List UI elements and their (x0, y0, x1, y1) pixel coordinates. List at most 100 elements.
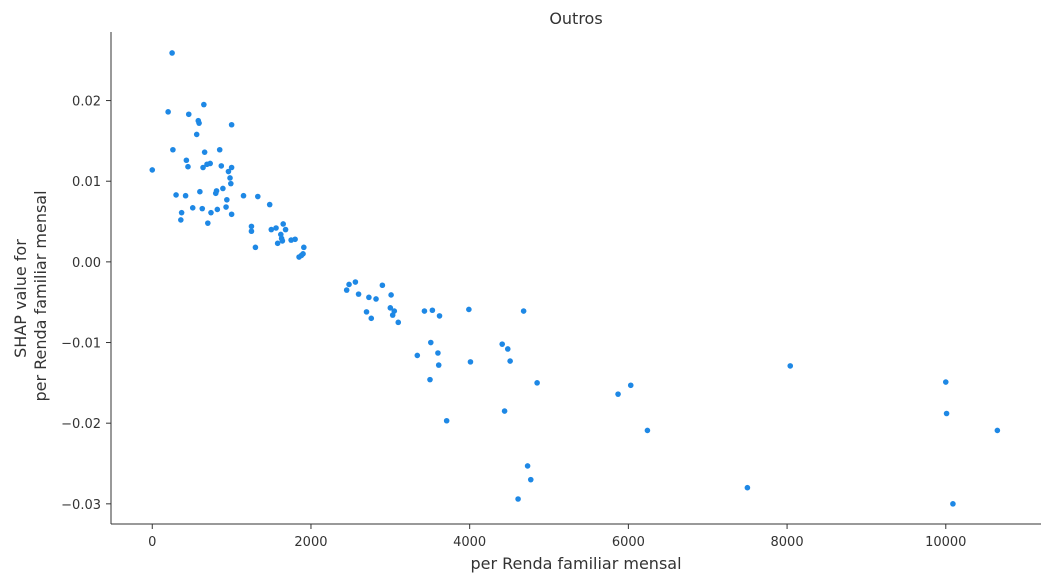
y-tick-label: 0.01 (72, 175, 101, 190)
data-point (282, 226, 289, 233)
data-point (427, 376, 433, 383)
data-point (178, 217, 184, 223)
x-tick-label: 6000 (612, 535, 645, 550)
data-point (266, 201, 273, 208)
data-point (170, 146, 176, 153)
x-tick-label: 4000 (453, 535, 486, 550)
data-point (504, 346, 511, 352)
data-point (197, 188, 203, 195)
data-point (421, 308, 428, 314)
y-axis-title-line-1: SHAP value for (11, 239, 30, 358)
x-tick-label: 8000 (771, 535, 804, 550)
y-axis-title-line-2: per Renda familiar mensal (31, 190, 50, 401)
data-point (520, 308, 527, 314)
data-point (501, 408, 508, 414)
data-point (615, 391, 621, 397)
data-point (183, 157, 190, 164)
data-point (193, 131, 200, 138)
y-tick-label: −0.02 (61, 417, 101, 432)
data-point (280, 221, 286, 227)
x-tick-label: 2000 (294, 535, 327, 550)
data-point (466, 306, 472, 313)
data-point (527, 476, 534, 483)
data-point (644, 427, 651, 434)
data-point (300, 251, 306, 257)
data-point (279, 238, 286, 244)
data-point (173, 192, 179, 198)
data-point (467, 359, 474, 365)
y-tick-label: −0.03 (61, 498, 101, 513)
data-point (228, 211, 235, 218)
data-point (196, 120, 202, 126)
data-point (274, 240, 281, 247)
data-point (149, 167, 156, 173)
data-point (223, 204, 229, 210)
data-point (436, 313, 443, 319)
data-point (273, 225, 279, 231)
data-point (515, 496, 521, 502)
data-point (199, 205, 206, 212)
data-point (227, 175, 233, 181)
data-point (201, 149, 208, 155)
data-point (178, 209, 185, 216)
data-point (429, 307, 436, 314)
data-point (942, 379, 949, 385)
data-point (435, 362, 442, 368)
points-layer (149, 50, 1001, 507)
data-point (169, 50, 175, 56)
y-tick-label: −0.01 (61, 337, 101, 352)
data-point (185, 163, 191, 170)
data-point (240, 192, 247, 199)
data-point (427, 339, 434, 346)
data-point (208, 209, 214, 216)
data-point (368, 315, 375, 322)
x-axis-title: per Renda familiar mensal (470, 554, 681, 573)
data-point (366, 294, 372, 301)
data-point (524, 463, 531, 469)
data-point (443, 417, 450, 424)
data-point (182, 192, 189, 199)
axes-layer (110, 32, 1041, 525)
data-point (214, 206, 221, 213)
data-point (201, 101, 207, 108)
data-point (787, 363, 794, 369)
data-point (268, 226, 275, 233)
chart-title: Outros (549, 9, 602, 28)
data-point (373, 296, 379, 302)
data-point (248, 223, 255, 230)
y-ticks: −0.03 −0.02 −0.01 0.00 0.01 0.02 (61, 95, 111, 513)
data-point (225, 168, 232, 175)
y-axis-title: SHAP value for per Renda familiar mensal (11, 190, 50, 401)
data-point (205, 220, 211, 226)
x-tick-label: 10000 (925, 535, 966, 550)
data-point (414, 352, 421, 359)
data-point (165, 109, 171, 115)
data-point (255, 193, 261, 200)
data-point (200, 164, 206, 171)
y-tick-label: 0.00 (72, 256, 101, 271)
data-point (292, 236, 298, 243)
data-point (388, 292, 394, 298)
data-point (352, 279, 359, 285)
data-point (627, 382, 634, 389)
data-point (435, 350, 441, 356)
data-point (343, 287, 350, 293)
data-point (220, 185, 226, 192)
data-point (744, 484, 751, 491)
data-point (395, 319, 402, 326)
data-point (248, 228, 255, 235)
data-point (943, 410, 950, 417)
y-tick-label: 0.02 (72, 95, 101, 110)
data-point (534, 380, 540, 386)
x-tick-label: 0 (148, 535, 156, 550)
data-point (224, 196, 230, 203)
data-point (391, 308, 398, 314)
data-point (379, 282, 386, 289)
data-point (301, 244, 307, 251)
data-point (499, 341, 506, 347)
data-point (189, 205, 196, 211)
data-point (216, 146, 223, 153)
data-point (218, 163, 225, 169)
data-point (363, 309, 370, 315)
